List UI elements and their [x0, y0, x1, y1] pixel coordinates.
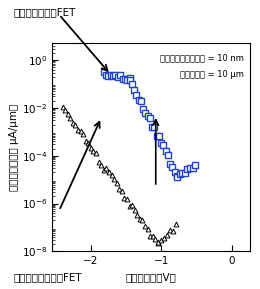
Text: チャネル幅 = 10 μm: チャネル幅 = 10 μm [180, 71, 244, 79]
Y-axis label: ドレイン電流（ μA/μm）: ドレイン電流（ μA/μm） [9, 104, 19, 191]
Text: 従来構造トンネルFET: 従来構造トンネルFET [13, 272, 82, 282]
X-axis label: ゲート電圧（V）: ゲート電圧（V） [125, 272, 176, 282]
Text: 新構造トンネルFET: 新構造トンネルFET [13, 7, 75, 17]
Text: エピタキシャル膜厘 = 10 nm: エピタキシャル膜厘 = 10 nm [160, 54, 244, 63]
